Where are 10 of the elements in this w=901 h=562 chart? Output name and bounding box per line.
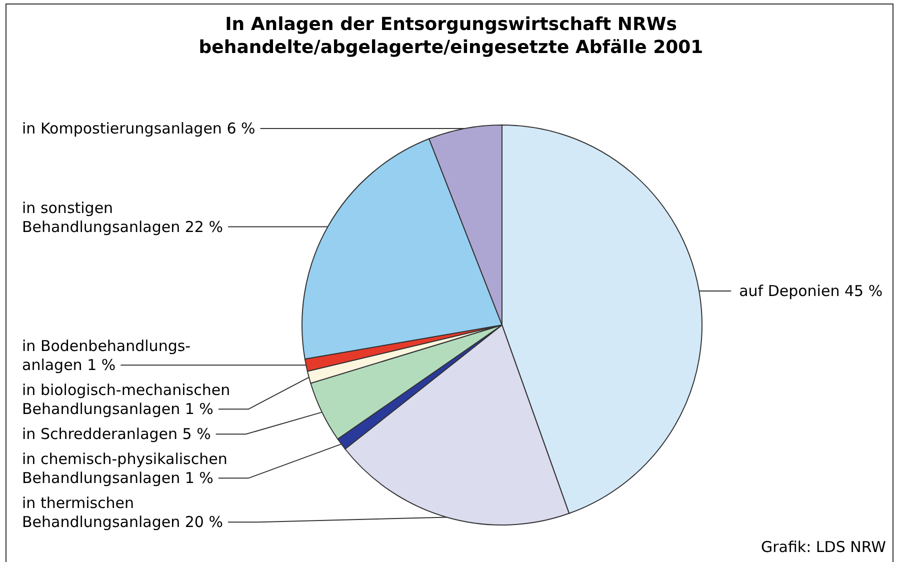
slice-label: in biologisch-mechanischen Behandlungsanlagen 1 %: [22, 381, 230, 418]
slice-label: in Bodenbehandlungs- anlagen 1 %: [22, 337, 191, 374]
slice-label: in thermischen Behandlungsanlagen 20 %: [22, 494, 223, 532]
slice-label: in chemisch-physikalischen Behandlungsanlagen 1 %: [22, 450, 228, 488]
slice-label: in Kompostierungsanlagen 6 %: [22, 119, 256, 138]
slice-label: in sonstigen Behandlungsanlagen 22 %: [22, 198, 223, 236]
slice-label: auf Deponien 45 %: [739, 282, 883, 300]
chart-title: In Anlagen der Entsorgungswirtschaft NRWs behandelte/abgelagerte/eingesetzte Abfälle 2001: [198, 14, 704, 58]
slice-label: in Schredderanlagen 5 %: [22, 425, 211, 444]
text: Grafik: LDS NRW: [760, 538, 886, 556]
